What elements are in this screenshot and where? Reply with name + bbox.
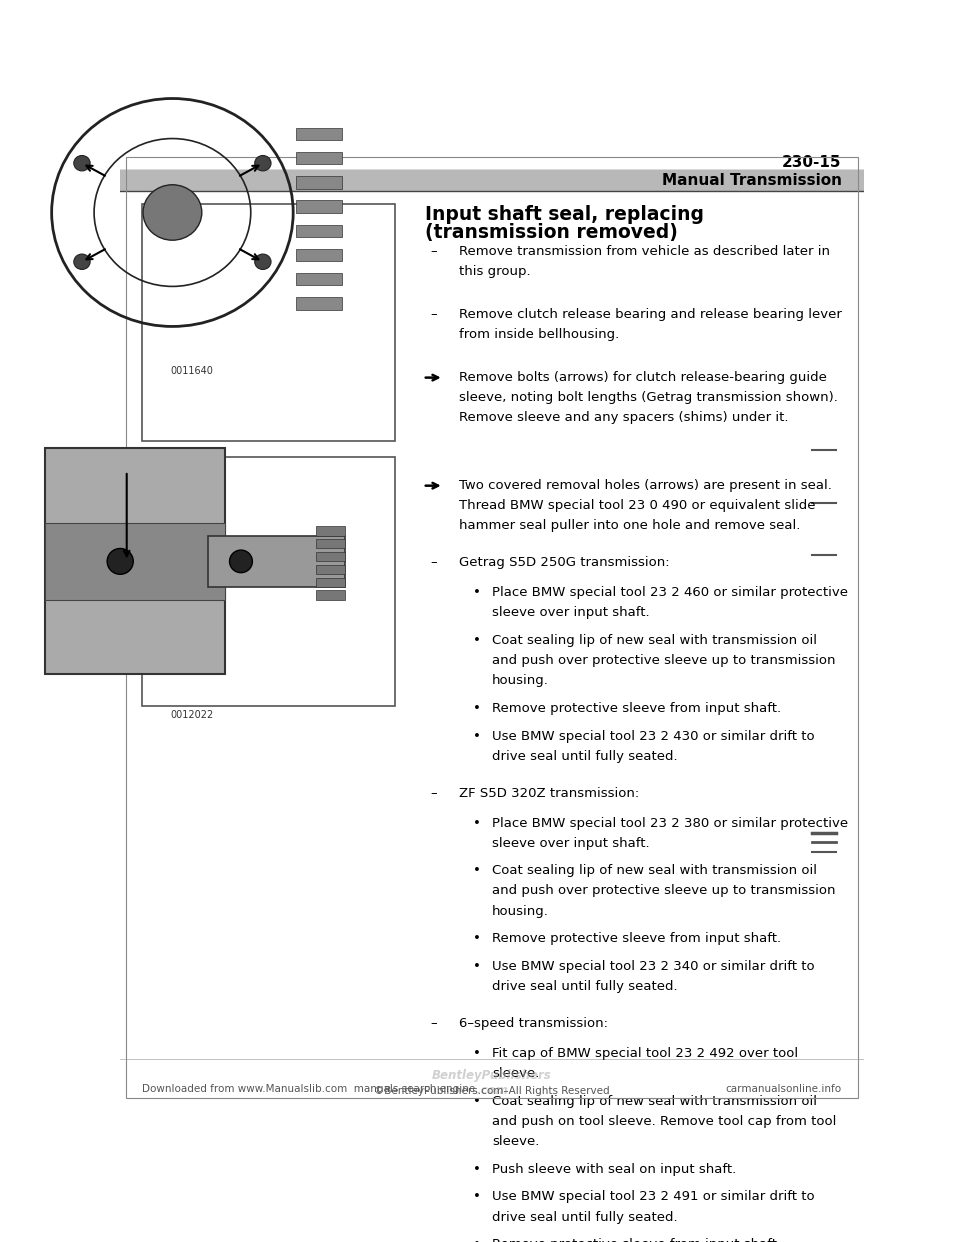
Bar — [120, 170, 864, 191]
Text: sleeve.: sleeve. — [492, 1135, 540, 1148]
Text: Remove bolts (arrows) for clutch release-bearing guide: Remove bolts (arrows) for clutch release… — [459, 371, 827, 384]
Text: carmanualsonline.info: carmanualsonline.info — [726, 1084, 842, 1094]
Text: 230-15: 230-15 — [782, 155, 842, 170]
Bar — [45, 523, 225, 600]
Text: Coat sealing lip of new seal with transmission oil: Coat sealing lip of new seal with transm… — [492, 633, 817, 647]
Text: •: • — [473, 864, 481, 877]
Circle shape — [254, 155, 271, 171]
Text: BentleyPublishers
.com: BentleyPublishers .com — [432, 1069, 552, 1097]
Bar — [297, 176, 342, 189]
Text: •: • — [473, 586, 481, 599]
Text: housing.: housing. — [492, 904, 549, 918]
Text: Coat sealing lip of new seal with transmission oil: Coat sealing lip of new seal with transm… — [492, 864, 817, 877]
Text: –: – — [430, 556, 437, 569]
Text: •: • — [473, 1163, 481, 1176]
Circle shape — [108, 549, 133, 574]
Text: •: • — [473, 633, 481, 647]
Text: 0011640: 0011640 — [171, 365, 213, 376]
Text: Thread BMW special tool 23 0 490 or equivalent slide: Thread BMW special tool 23 0 490 or equi… — [459, 499, 815, 512]
Text: •: • — [473, 702, 481, 715]
Bar — [297, 248, 342, 261]
Text: and push over protective sleeve up to transmission: and push over protective sleeve up to tr… — [492, 655, 835, 667]
Bar — [316, 539, 346, 549]
Bar — [297, 225, 342, 237]
Bar — [297, 273, 342, 286]
Text: Remove transmission from vehicle as described later in: Remove transmission from vehicle as desc… — [459, 245, 829, 257]
Text: from inside bellhousing.: from inside bellhousing. — [459, 328, 619, 340]
Text: sleeve over input shaft.: sleeve over input shaft. — [492, 837, 650, 850]
Text: Input shaft seal, replacing: Input shaft seal, replacing — [425, 205, 704, 224]
Text: and push over protective sleeve up to transmission: and push over protective sleeve up to tr… — [492, 884, 835, 898]
Text: •: • — [473, 960, 481, 972]
Text: Two covered removal holes (arrows) are present in seal.: Two covered removal holes (arrows) are p… — [459, 479, 831, 492]
Bar — [297, 152, 342, 164]
Text: Fit cap of BMW special tool 23 2 492 over tool: Fit cap of BMW special tool 23 2 492 ove… — [492, 1047, 798, 1059]
Text: •: • — [473, 1047, 481, 1059]
Text: –: – — [430, 245, 437, 257]
Bar — [45, 448, 225, 674]
Text: Use BMW special tool 23 2 430 or similar drift to: Use BMW special tool 23 2 430 or similar… — [492, 729, 815, 743]
Text: drive seal until fully seated.: drive seal until fully seated. — [492, 980, 678, 994]
Text: and push on tool sleeve. Remove tool cap from tool: and push on tool sleeve. Remove tool cap… — [492, 1115, 836, 1128]
Text: housing.: housing. — [492, 674, 549, 687]
Text: Remove protective sleeve from input shaft.: Remove protective sleeve from input shaf… — [492, 933, 781, 945]
Text: •: • — [473, 1095, 481, 1108]
Text: hammer seal puller into one hole and remove seal.: hammer seal puller into one hole and rem… — [459, 519, 800, 532]
Text: Use BMW special tool 23 2 340 or similar drift to: Use BMW special tool 23 2 340 or similar… — [492, 960, 815, 972]
Text: –: – — [430, 308, 437, 320]
Text: •: • — [473, 1191, 481, 1203]
Text: drive seal until fully seated.: drive seal until fully seated. — [492, 750, 678, 763]
Circle shape — [74, 155, 90, 171]
Text: •: • — [473, 816, 481, 830]
Text: Coat sealing lip of new seal with transmission oil: Coat sealing lip of new seal with transm… — [492, 1095, 817, 1108]
Text: Push sleeve with seal on input shaft.: Push sleeve with seal on input shaft. — [492, 1163, 736, 1176]
Text: •: • — [473, 1238, 481, 1242]
Text: Place BMW special tool 23 2 380 or similar protective: Place BMW special tool 23 2 380 or simil… — [492, 816, 848, 830]
Bar — [142, 204, 396, 441]
Circle shape — [74, 255, 90, 270]
Text: drive seal until fully seated.: drive seal until fully seated. — [492, 1211, 678, 1223]
Bar — [316, 551, 346, 561]
Text: Manual Transmission: Manual Transmission — [661, 173, 842, 188]
Bar — [316, 590, 346, 600]
Text: Place BMW special tool 23 2 460 or similar protective: Place BMW special tool 23 2 460 or simil… — [492, 586, 848, 599]
Text: –: – — [430, 1017, 437, 1031]
Text: Downloaded from www.Manualslib.com  manuals search engine: Downloaded from www.Manualslib.com manua… — [142, 1084, 475, 1094]
Bar — [142, 457, 396, 705]
Text: •: • — [473, 933, 481, 945]
Text: Remove clutch release bearing and release bearing lever: Remove clutch release bearing and releas… — [459, 308, 841, 320]
Circle shape — [143, 185, 202, 240]
Text: Remove protective sleeve from input shaft.: Remove protective sleeve from input shaf… — [492, 702, 781, 715]
Bar — [316, 525, 346, 535]
Text: this group.: this group. — [459, 265, 530, 278]
Bar — [297, 297, 342, 309]
Text: –: – — [430, 787, 437, 800]
Text: ZF S5D 320Z transmission:: ZF S5D 320Z transmission: — [459, 787, 638, 800]
Text: Remove sleeve and any spacers (shims) under it.: Remove sleeve and any spacers (shims) un… — [459, 411, 788, 424]
Text: 0012022: 0012022 — [170, 709, 214, 719]
Text: Remove protective sleeve from input shaft.: Remove protective sleeve from input shaf… — [492, 1238, 781, 1242]
Circle shape — [254, 255, 271, 270]
Text: sleeve over input shaft.: sleeve over input shaft. — [492, 606, 650, 620]
Bar — [208, 535, 346, 587]
Text: sleeve.: sleeve. — [492, 1067, 540, 1081]
Text: ©BentleyPublishers.com–All Rights Reserved: ©BentleyPublishers.com–All Rights Reserv… — [374, 1087, 610, 1097]
Bar — [297, 128, 342, 140]
Text: Getrag S5D 250G transmission:: Getrag S5D 250G transmission: — [459, 556, 669, 569]
Text: sleeve, noting bolt lengths (Getrag transmission shown).: sleeve, noting bolt lengths (Getrag tran… — [459, 391, 837, 404]
Bar — [297, 200, 342, 212]
Text: (transmission removed): (transmission removed) — [425, 222, 678, 242]
Bar — [316, 578, 346, 587]
Text: •: • — [473, 729, 481, 743]
Bar — [316, 565, 346, 574]
Text: 6–speed transmission:: 6–speed transmission: — [459, 1017, 608, 1031]
Circle shape — [229, 550, 252, 573]
Text: Use BMW special tool 23 2 491 or similar drift to: Use BMW special tool 23 2 491 or similar… — [492, 1191, 815, 1203]
